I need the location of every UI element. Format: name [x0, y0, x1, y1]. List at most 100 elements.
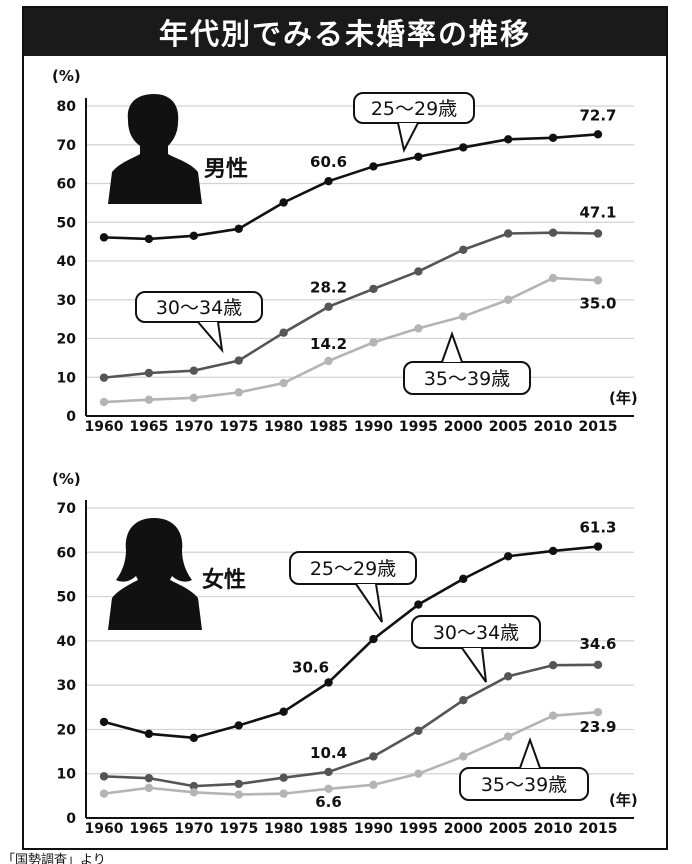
data-point [234, 721, 243, 730]
y-tick-label: 70 [57, 138, 77, 154]
data-point [324, 678, 333, 687]
data-point [414, 769, 423, 778]
series-name-label: 25〜29歳 [371, 98, 457, 120]
data-point [144, 234, 154, 244]
x-tick-label: 2015 [579, 821, 618, 837]
data-point [144, 783, 154, 793]
y-tick-label: 70 [57, 501, 77, 517]
data-point [189, 366, 199, 375]
data-point [234, 790, 243, 799]
y-tick-label: 30 [57, 678, 77, 694]
series-line-3 [103, 710, 599, 796]
x-tick-label: 2015 [579, 419, 618, 435]
data-point [144, 773, 154, 783]
callout-tail-fill [442, 334, 462, 362]
data-point [548, 546, 558, 556]
data-label: 35.0 [579, 294, 616, 312]
x-tick-label: 1995 [399, 419, 438, 435]
data-point [234, 224, 243, 234]
x-tick-label: 1980 [264, 419, 303, 435]
data-point [234, 779, 243, 789]
data-point [548, 133, 558, 142]
data-point [414, 267, 423, 276]
data-point [503, 552, 513, 561]
y-tick-label: 20 [57, 332, 77, 348]
series-line-1 [103, 132, 599, 241]
data-point [189, 393, 199, 402]
x-tick-label: 1985 [309, 821, 348, 837]
data-label: 30.6 [292, 658, 329, 676]
data-point [459, 245, 468, 254]
data-point [189, 733, 199, 743]
callout-tail-fill [520, 740, 540, 768]
title-bar: 年代別でみる未婚率の推移 [24, 8, 666, 56]
y-tick-label: 40 [57, 634, 77, 650]
x-tick-label: 2005 [489, 419, 528, 435]
data-point [234, 356, 243, 365]
data-point [503, 229, 513, 238]
x-tick-label: 1975 [219, 821, 258, 837]
data-point [369, 338, 378, 347]
x-tick-label: 1970 [174, 821, 213, 837]
series-name-label: 25〜29歳 [310, 558, 396, 580]
data-point [593, 229, 603, 238]
y-tick-label: 50 [57, 215, 77, 231]
data-point [279, 328, 288, 337]
data-point [414, 726, 423, 735]
x-tick-label: 2000 [444, 821, 483, 837]
data-point [144, 368, 154, 378]
y-tick-label: 60 [57, 177, 77, 193]
data-point [414, 600, 423, 609]
x-tick-label: 1975 [219, 419, 258, 435]
data-point [593, 707, 603, 717]
male-silhouette-icon [108, 94, 202, 204]
callout-box [289, 551, 417, 585]
y-tick-label: 60 [57, 545, 77, 561]
data-point [593, 542, 603, 551]
chart-male: 0 10 20 30 40 50 60 70 80 1960 1965 1970 1975 1980 198… [52, 67, 638, 435]
y-tick-label: 10 [57, 767, 77, 783]
data-point [459, 143, 468, 152]
x-tick-label: 2000 [444, 419, 483, 435]
y-tick-label: 80 [57, 99, 77, 115]
gender-label: 女性 [202, 567, 246, 593]
data-label: 34.6 [579, 635, 616, 653]
data-label: 61.3 [579, 519, 616, 537]
x-tick-label: 1965 [129, 419, 168, 435]
data-point [459, 312, 468, 321]
callout-tail [197, 321, 224, 354]
callout-tail [441, 331, 463, 363]
data-point [279, 707, 288, 716]
series-line-2 [103, 663, 599, 788]
data-point [548, 273, 558, 283]
data-label: 6.6 [315, 793, 342, 811]
callout-tail [519, 737, 541, 769]
data-point [548, 228, 558, 237]
data-point [369, 284, 378, 294]
y-unit-label: (%) [52, 470, 81, 488]
x-tick-label: 1965 [129, 821, 168, 837]
data-label: 72.7 [579, 106, 616, 124]
data-point [548, 711, 558, 720]
data-point [324, 302, 333, 311]
data-point [459, 752, 468, 761]
data-point [414, 152, 423, 161]
y-tick-label: 20 [57, 722, 77, 738]
data-point [369, 162, 378, 171]
callout-box [403, 361, 531, 395]
x-tick-label: 2010 [534, 419, 573, 435]
data-point [99, 397, 109, 407]
data-point [503, 672, 513, 681]
data-label: 10.4 [310, 744, 347, 762]
data-point [503, 732, 513, 741]
series-line-1 [103, 545, 599, 740]
data-point [459, 696, 468, 705]
series-name-label: 35〜39歳 [481, 774, 567, 796]
series-line-2 [103, 231, 599, 379]
x-tick-label: 1990 [354, 419, 393, 435]
data-point [593, 660, 603, 669]
data-label: 28.2 [310, 279, 347, 297]
data-point [593, 276, 603, 285]
data-point [234, 388, 243, 397]
